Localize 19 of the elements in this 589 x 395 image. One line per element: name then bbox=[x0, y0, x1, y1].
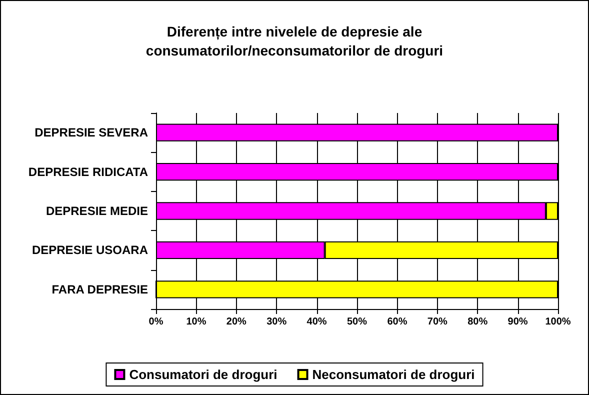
y-tick-label: DEPRESIE RIDICATA bbox=[28, 164, 148, 179]
y-tick-label: DEPRESIE SEVERA bbox=[34, 126, 148, 140]
y-tick-label: DEPRESIE MEDIE bbox=[46, 204, 148, 218]
x-tick-label: 10% bbox=[186, 316, 206, 328]
chart-title: Diferențe intre nivelele de depresie ale consumatorilor/neconsumatorilor de droguri bbox=[146, 24, 444, 58]
y-tick-label: DEPRESIE USOARA bbox=[32, 243, 148, 258]
x-tick-label: 100% bbox=[545, 316, 571, 328]
x-tick-label: 80% bbox=[468, 316, 488, 328]
x-tick-label: 90% bbox=[508, 316, 528, 328]
x-tick-label: 50% bbox=[346, 316, 368, 328]
x-tick-label: 40% bbox=[306, 316, 327, 328]
x-tick-label: 30% bbox=[266, 316, 287, 328]
x-tick-label: 70% bbox=[427, 316, 448, 328]
legend-label: Neconsumatori de droguri bbox=[312, 367, 475, 382]
x-tick-label: 20% bbox=[226, 316, 247, 328]
x-tick-label: 60% bbox=[387, 316, 408, 328]
x-tick-label: 0% bbox=[148, 316, 164, 328]
legend-label: Consumatori de droguri bbox=[129, 367, 278, 382]
y-tick-label: FARA DEPRESIE bbox=[52, 282, 148, 296]
